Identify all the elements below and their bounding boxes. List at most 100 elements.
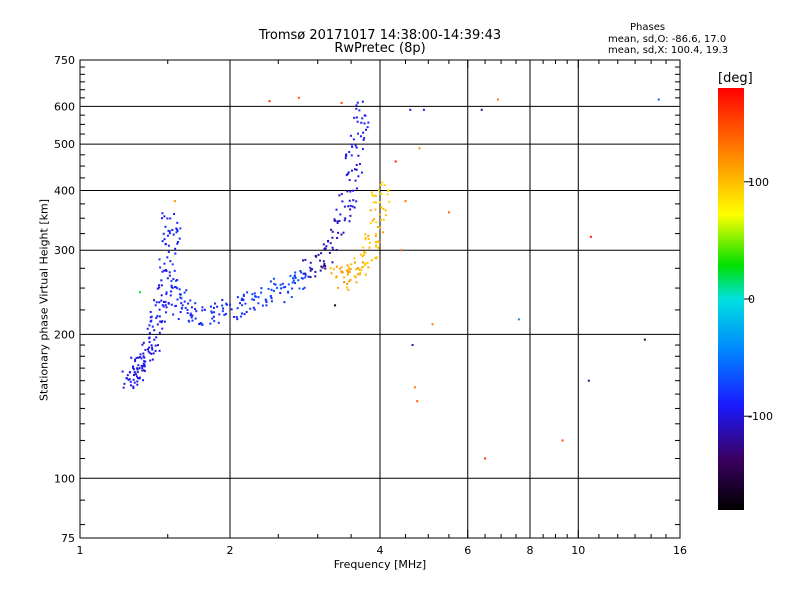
data-point <box>394 160 397 163</box>
data-point <box>374 194 377 197</box>
data-point <box>302 272 305 275</box>
data-point <box>297 96 300 99</box>
data-point <box>353 168 356 171</box>
data-point <box>384 214 387 217</box>
data-point <box>356 120 359 123</box>
data-point <box>187 302 190 305</box>
plot-frame <box>79 59 681 539</box>
data-point <box>352 138 355 141</box>
axis-ticks: 1 2 4 6 8 10 16 75 100 200 300 400 500 600 750 <box>54 54 687 557</box>
chart-title: Tromsø 20171017 14:38:00-14:39:43 <box>258 28 502 43</box>
data-point <box>282 286 285 289</box>
data-point <box>270 300 273 303</box>
data-point <box>166 277 169 280</box>
data-point <box>221 298 224 301</box>
data-point <box>189 299 192 302</box>
data-point <box>378 241 381 244</box>
data-point <box>349 268 352 271</box>
data-point <box>213 311 216 314</box>
data-point <box>299 270 302 273</box>
data-point <box>325 245 328 248</box>
data-point <box>341 200 344 203</box>
data-point <box>349 134 352 137</box>
data-point <box>203 308 206 311</box>
data-point <box>287 283 290 286</box>
data-point <box>346 282 349 285</box>
data-point <box>269 280 272 283</box>
data-point <box>304 274 307 277</box>
data-point <box>280 287 283 290</box>
data-point <box>340 193 343 196</box>
data-point <box>155 336 158 339</box>
data-point <box>422 108 425 111</box>
data-point <box>153 338 156 341</box>
data-point <box>160 299 163 302</box>
data-point <box>344 217 347 220</box>
x-tick-label: 16 <box>673 544 687 557</box>
data-point <box>138 377 141 380</box>
data-point <box>372 201 375 204</box>
data-point <box>167 250 170 253</box>
data-point <box>270 288 273 291</box>
data-point <box>139 355 142 358</box>
data-point <box>195 310 198 313</box>
data-point <box>242 294 245 297</box>
data-point <box>133 381 136 384</box>
data-point <box>265 304 268 307</box>
data-point <box>142 379 145 382</box>
data-point <box>137 356 140 359</box>
data-point <box>136 371 139 374</box>
data-point <box>178 293 181 296</box>
data-point <box>158 331 161 334</box>
data-point <box>170 280 173 283</box>
data-point <box>166 256 169 259</box>
data-point <box>169 294 172 297</box>
data-point <box>337 231 340 234</box>
data-point <box>152 352 155 355</box>
colorbar-tick-label: 100 <box>748 176 769 189</box>
data-point <box>304 258 307 261</box>
data-point <box>369 222 372 225</box>
data-point <box>252 306 255 309</box>
data-point <box>179 227 182 230</box>
data-point <box>375 256 378 259</box>
data-point <box>172 313 175 316</box>
data-point <box>181 304 184 307</box>
data-point <box>322 264 325 267</box>
data-point <box>211 317 214 320</box>
data-point <box>187 319 190 322</box>
data-point <box>300 277 303 280</box>
data-point <box>170 284 173 287</box>
data-point <box>201 309 204 312</box>
data-point <box>156 323 159 326</box>
data-point <box>143 363 146 366</box>
data-point <box>134 360 137 363</box>
data-point <box>174 252 177 255</box>
data-point <box>213 320 216 323</box>
data-point <box>245 310 248 313</box>
data-point <box>161 320 164 323</box>
data-point <box>360 269 363 272</box>
chart-subtitle: RwPretec (8p) <box>334 41 426 56</box>
data-point <box>173 269 176 272</box>
data-point <box>336 221 339 224</box>
data-point <box>376 240 379 243</box>
data-point <box>161 327 164 330</box>
data-point <box>176 278 179 281</box>
data-point <box>173 213 176 216</box>
data-point <box>345 286 348 289</box>
colorbar-ticks: 100 0 -100 <box>744 176 773 423</box>
data-point <box>140 357 143 360</box>
data-point <box>361 261 364 264</box>
data-point <box>291 287 294 290</box>
data-point <box>243 313 246 316</box>
data-point <box>132 385 135 388</box>
data-point <box>264 298 267 301</box>
data-point <box>447 211 450 214</box>
data-point <box>136 367 139 370</box>
data-point <box>292 279 295 282</box>
data-point <box>246 291 249 294</box>
data-point <box>349 204 352 207</box>
data-point <box>327 240 330 243</box>
